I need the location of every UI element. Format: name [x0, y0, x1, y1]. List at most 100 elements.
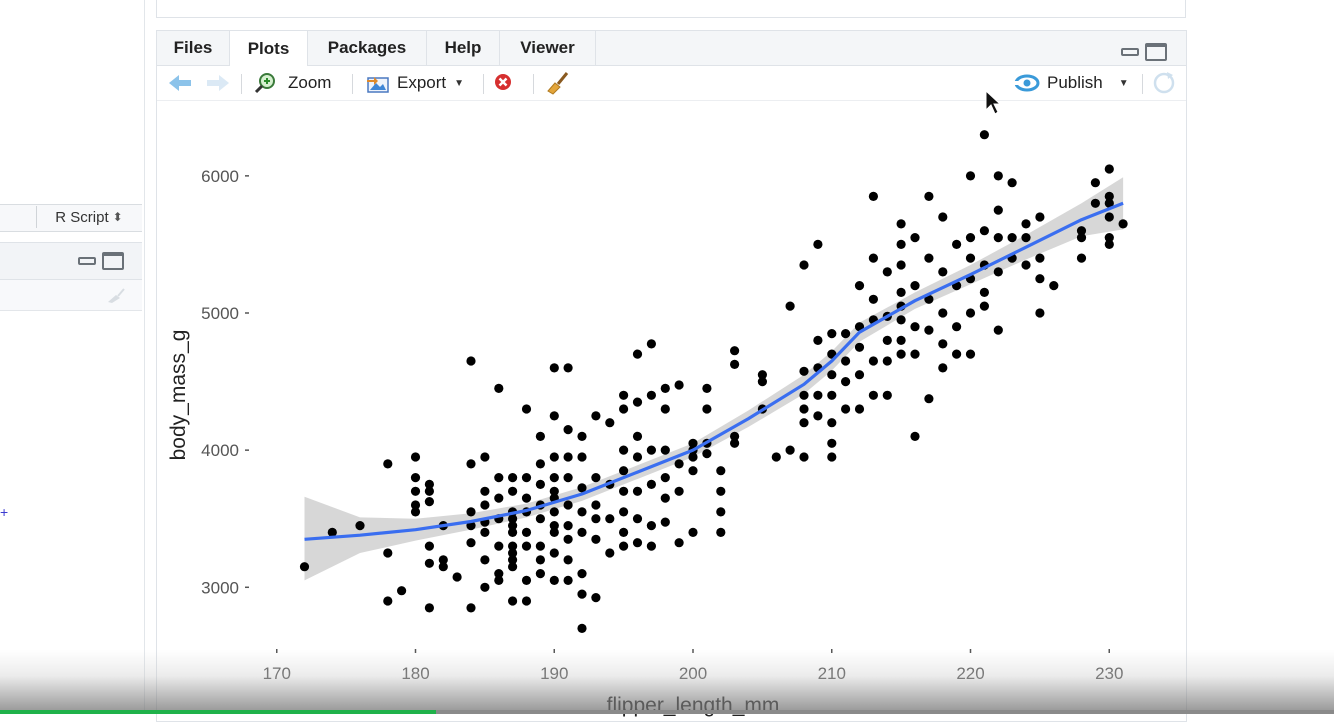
data-point	[785, 445, 795, 455]
data-point	[521, 541, 532, 551]
data-point	[480, 452, 490, 462]
data-point	[549, 486, 559, 496]
data-point	[299, 562, 310, 572]
data-point	[563, 534, 573, 544]
data-point	[535, 569, 545, 579]
data-point	[591, 534, 601, 544]
data-point	[1007, 233, 1017, 243]
forward-arrow-icon[interactable]	[205, 73, 231, 99]
data-point	[938, 212, 948, 222]
data-point	[646, 445, 656, 455]
data-point	[632, 397, 643, 407]
minimize-icon[interactable]	[1121, 48, 1139, 56]
publish-dropdown-icon: ▼	[1118, 77, 1129, 89]
data-point	[438, 555, 448, 565]
data-point	[646, 339, 656, 349]
data-point	[619, 445, 629, 455]
maximize-icon[interactable]	[1145, 43, 1167, 61]
data-point	[397, 586, 407, 596]
tab-packages[interactable]: Packages	[308, 31, 427, 65]
data-point	[605, 418, 615, 428]
back-arrow-icon[interactable]	[167, 73, 193, 99]
maximize-icon[interactable]	[102, 252, 124, 270]
data-point	[827, 390, 837, 400]
data-point	[438, 562, 448, 572]
data-point	[813, 390, 823, 400]
data-point	[868, 294, 879, 304]
data-point	[938, 339, 948, 349]
data-point	[605, 514, 615, 524]
minimize-icon[interactable]	[78, 257, 96, 265]
data-point	[896, 287, 906, 297]
y-tick-label: 4000	[201, 441, 239, 460]
script-type-select[interactable]: R Script ⬍	[36, 206, 141, 228]
data-point	[646, 390, 656, 400]
mouse-pointer-icon	[985, 90, 1002, 115]
toolbar-separator	[1142, 74, 1143, 94]
data-point	[1104, 198, 1114, 208]
broom-icon[interactable]	[106, 286, 126, 304]
data-point	[1090, 178, 1100, 188]
data-point	[480, 500, 490, 510]
tab-help-label: Help	[444, 38, 482, 57]
zoom-button[interactable]: Zoom	[254, 70, 331, 96]
data-point	[841, 329, 851, 339]
data-point	[1021, 233, 1031, 243]
data-point	[549, 411, 559, 421]
data-point	[938, 267, 948, 277]
data-point	[480, 555, 490, 565]
data-point	[424, 541, 434, 551]
data-point	[563, 452, 573, 462]
zoom-magnifier-icon	[254, 73, 275, 94]
data-point	[674, 486, 684, 496]
data-point	[785, 301, 795, 311]
data-point	[480, 527, 490, 537]
data-point	[466, 538, 476, 548]
data-point	[549, 575, 559, 585]
data-point	[327, 527, 337, 537]
data-point	[854, 322, 865, 332]
remove-plot-icon[interactable]	[493, 72, 513, 98]
data-point	[410, 500, 421, 510]
data-point	[674, 459, 684, 469]
data-point	[757, 377, 768, 387]
data-point	[494, 493, 504, 503]
tab-plots[interactable]: Plots	[230, 31, 308, 66]
data-point	[1104, 164, 1114, 174]
data-point	[910, 322, 920, 332]
tab-viewer-label: Viewer	[520, 38, 575, 57]
plot-viewer: 3000 4000 5000 6000 170 180 190 200 210 220 230 fli…	[157, 101, 1186, 721]
data-point	[716, 486, 726, 496]
publish-button[interactable]: Publish ▼	[1013, 70, 1129, 96]
data-point	[508, 562, 518, 572]
data-point	[563, 575, 573, 585]
data-point	[730, 438, 740, 448]
data-point	[771, 452, 781, 462]
data-point	[910, 349, 920, 359]
data-point	[508, 521, 518, 531]
data-point	[563, 500, 573, 510]
export-label: Export	[397, 73, 447, 92]
data-point	[674, 380, 684, 390]
data-point	[508, 514, 518, 524]
data-point	[910, 233, 920, 243]
toolbar-separator	[352, 74, 353, 94]
plots-pane: Files Plots Packages Help Viewer Zoom	[156, 30, 1187, 722]
refresh-icon[interactable]	[1151, 70, 1177, 96]
data-point	[993, 171, 1003, 181]
tab-viewer[interactable]: Viewer	[500, 31, 596, 65]
x-tick-label: 180	[401, 664, 429, 683]
x-tick-label: 200	[679, 664, 707, 683]
broom-clear-icon[interactable]	[545, 69, 571, 95]
tab-help[interactable]: Help	[427, 31, 500, 65]
data-point	[591, 500, 601, 510]
data-point	[799, 452, 809, 462]
export-image-icon	[367, 77, 389, 93]
tab-files[interactable]: Files	[157, 31, 230, 65]
data-point	[730, 346, 740, 356]
data-point	[424, 603, 434, 613]
data-point	[577, 589, 587, 599]
data-point	[452, 572, 462, 582]
tab-packages-label: Packages	[327, 38, 407, 57]
export-button[interactable]: Export ▼	[365, 70, 464, 96]
